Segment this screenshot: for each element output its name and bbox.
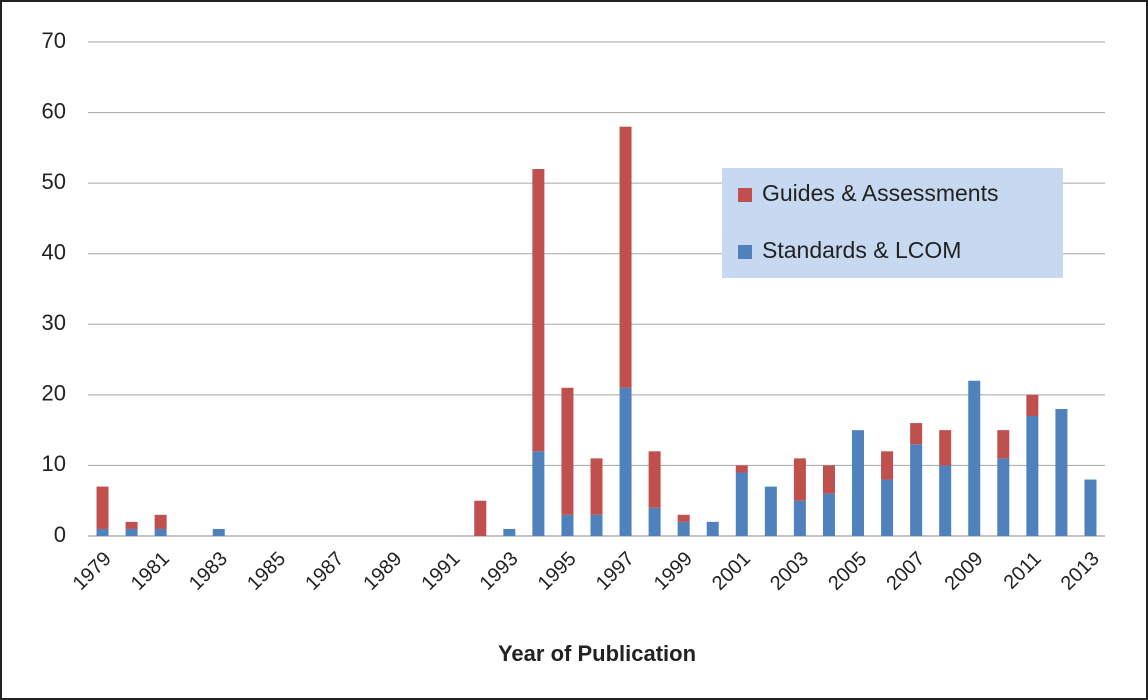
bar-segment: [619, 387, 632, 536]
bar-segment: [648, 507, 661, 536]
bar-segment: [125, 528, 138, 536]
bar-segment: [1026, 416, 1039, 536]
bar-segment: [648, 451, 661, 508]
bar-segment: [532, 169, 545, 452]
y-tick-label: 30: [42, 310, 66, 335]
bar-segment: [503, 528, 516, 536]
y-tick-label: 20: [42, 381, 66, 406]
bar-segment: [910, 423, 923, 445]
bar-segment: [212, 528, 225, 536]
legend-box: [722, 168, 1063, 278]
bar-segment: [997, 430, 1010, 459]
bar-segment: [677, 514, 690, 522]
bar-segment: [590, 514, 603, 536]
y-tick-label: 0: [54, 522, 66, 547]
legend-label: Guides & Assessments: [762, 180, 999, 206]
bar-segment: [154, 514, 167, 529]
bar-segment: [968, 380, 981, 536]
x-axis-label: Year of Publication: [498, 641, 696, 666]
bar-segment: [474, 500, 487, 536]
y-tick-label: 50: [42, 169, 66, 194]
bar-segment: [590, 458, 603, 515]
y-tick-label: 10: [42, 451, 66, 476]
bar-segment: [1084, 479, 1097, 536]
bar-segment: [96, 486, 109, 529]
bar-segment: [677, 521, 690, 536]
bar-segment: [881, 451, 894, 480]
bar-segment: [793, 500, 806, 536]
bar-segment: [125, 521, 138, 529]
legend-swatch: [738, 245, 752, 259]
y-tick-label: 60: [42, 98, 66, 123]
legend-swatch: [738, 188, 752, 202]
bar-segment: [735, 465, 748, 473]
legend-label: Standards & LCOM: [762, 237, 961, 263]
bar-segment: [1026, 394, 1039, 417]
bar-segment: [822, 493, 835, 536]
y-tick-label: 40: [42, 240, 66, 265]
bar-segment: [619, 126, 632, 388]
bar-segment: [822, 465, 835, 494]
bar-segment: [852, 430, 865, 536]
bar-segment: [532, 451, 545, 536]
bar-segment: [939, 430, 952, 466]
bar-segment: [910, 444, 923, 536]
bar-segment: [1055, 408, 1068, 536]
bar-segment: [939, 465, 952, 536]
bar-segment: [793, 458, 806, 501]
bar-segment: [881, 479, 894, 536]
bar-segment: [764, 486, 777, 536]
bar-segment: [735, 472, 748, 536]
bar-segment: [706, 521, 719, 536]
bar-segment: [561, 387, 574, 515]
bar-segment: [997, 458, 1010, 536]
bar-segment: [96, 528, 109, 536]
bar-segment: [154, 528, 167, 536]
y-tick-label: 70: [42, 28, 66, 53]
bar-segment: [561, 514, 574, 536]
